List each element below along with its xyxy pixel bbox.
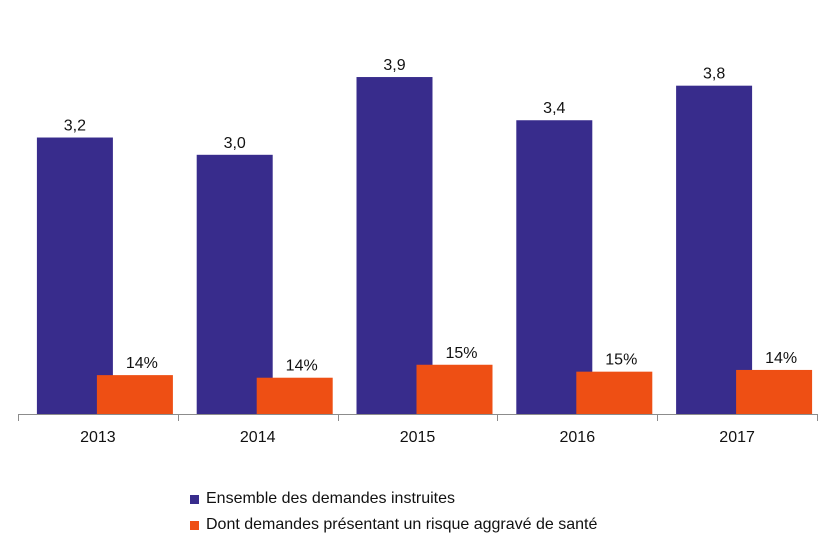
- legend-label-total: Ensemble des demandes instruites: [206, 490, 456, 507]
- data-label-total: 3,2: [64, 118, 86, 135]
- data-label-risk: 14%: [765, 350, 797, 367]
- legend-swatch-risk: [190, 520, 199, 530]
- bar-risk: [576, 371, 653, 414]
- legend-item-total: Ensemble des demandes instruites: [190, 486, 597, 512]
- bar-total: [356, 77, 433, 414]
- bar-risk: [96, 375, 173, 414]
- x-tick-label: 2013: [80, 429, 116, 446]
- x-tick-label: 2015: [400, 429, 436, 446]
- data-label-total: 3,8: [703, 66, 725, 83]
- legend-label-risk: Dont demandes présentant un risque aggra…: [206, 516, 598, 533]
- bar-risk: [416, 364, 493, 414]
- bar-risk: [736, 369, 813, 414]
- data-label-total: 3,0: [224, 135, 246, 152]
- bar-total: [36, 137, 113, 414]
- x-tick-label: 2017: [719, 429, 755, 446]
- x-tick-label: 2016: [560, 429, 596, 446]
- data-label-risk: 15%: [605, 352, 637, 369]
- bar-total: [196, 154, 273, 415]
- legend-item-risk: Dont demandes présentant un risque aggra…: [190, 512, 597, 538]
- data-label-risk: 14%: [286, 358, 318, 375]
- bar-total: [516, 120, 593, 415]
- legend: Ensemble des demandes instruites Dont de…: [190, 486, 597, 538]
- data-label-total: 3,9: [383, 57, 405, 74]
- data-label-total: 3,4: [543, 100, 565, 117]
- bar-total: [676, 85, 753, 415]
- legend-swatch-total: [190, 494, 199, 504]
- bar-risk: [256, 377, 333, 414]
- x-tick-label: 2014: [240, 429, 276, 446]
- data-label-risk: 15%: [445, 345, 477, 362]
- data-label-risk: 14%: [126, 355, 158, 372]
